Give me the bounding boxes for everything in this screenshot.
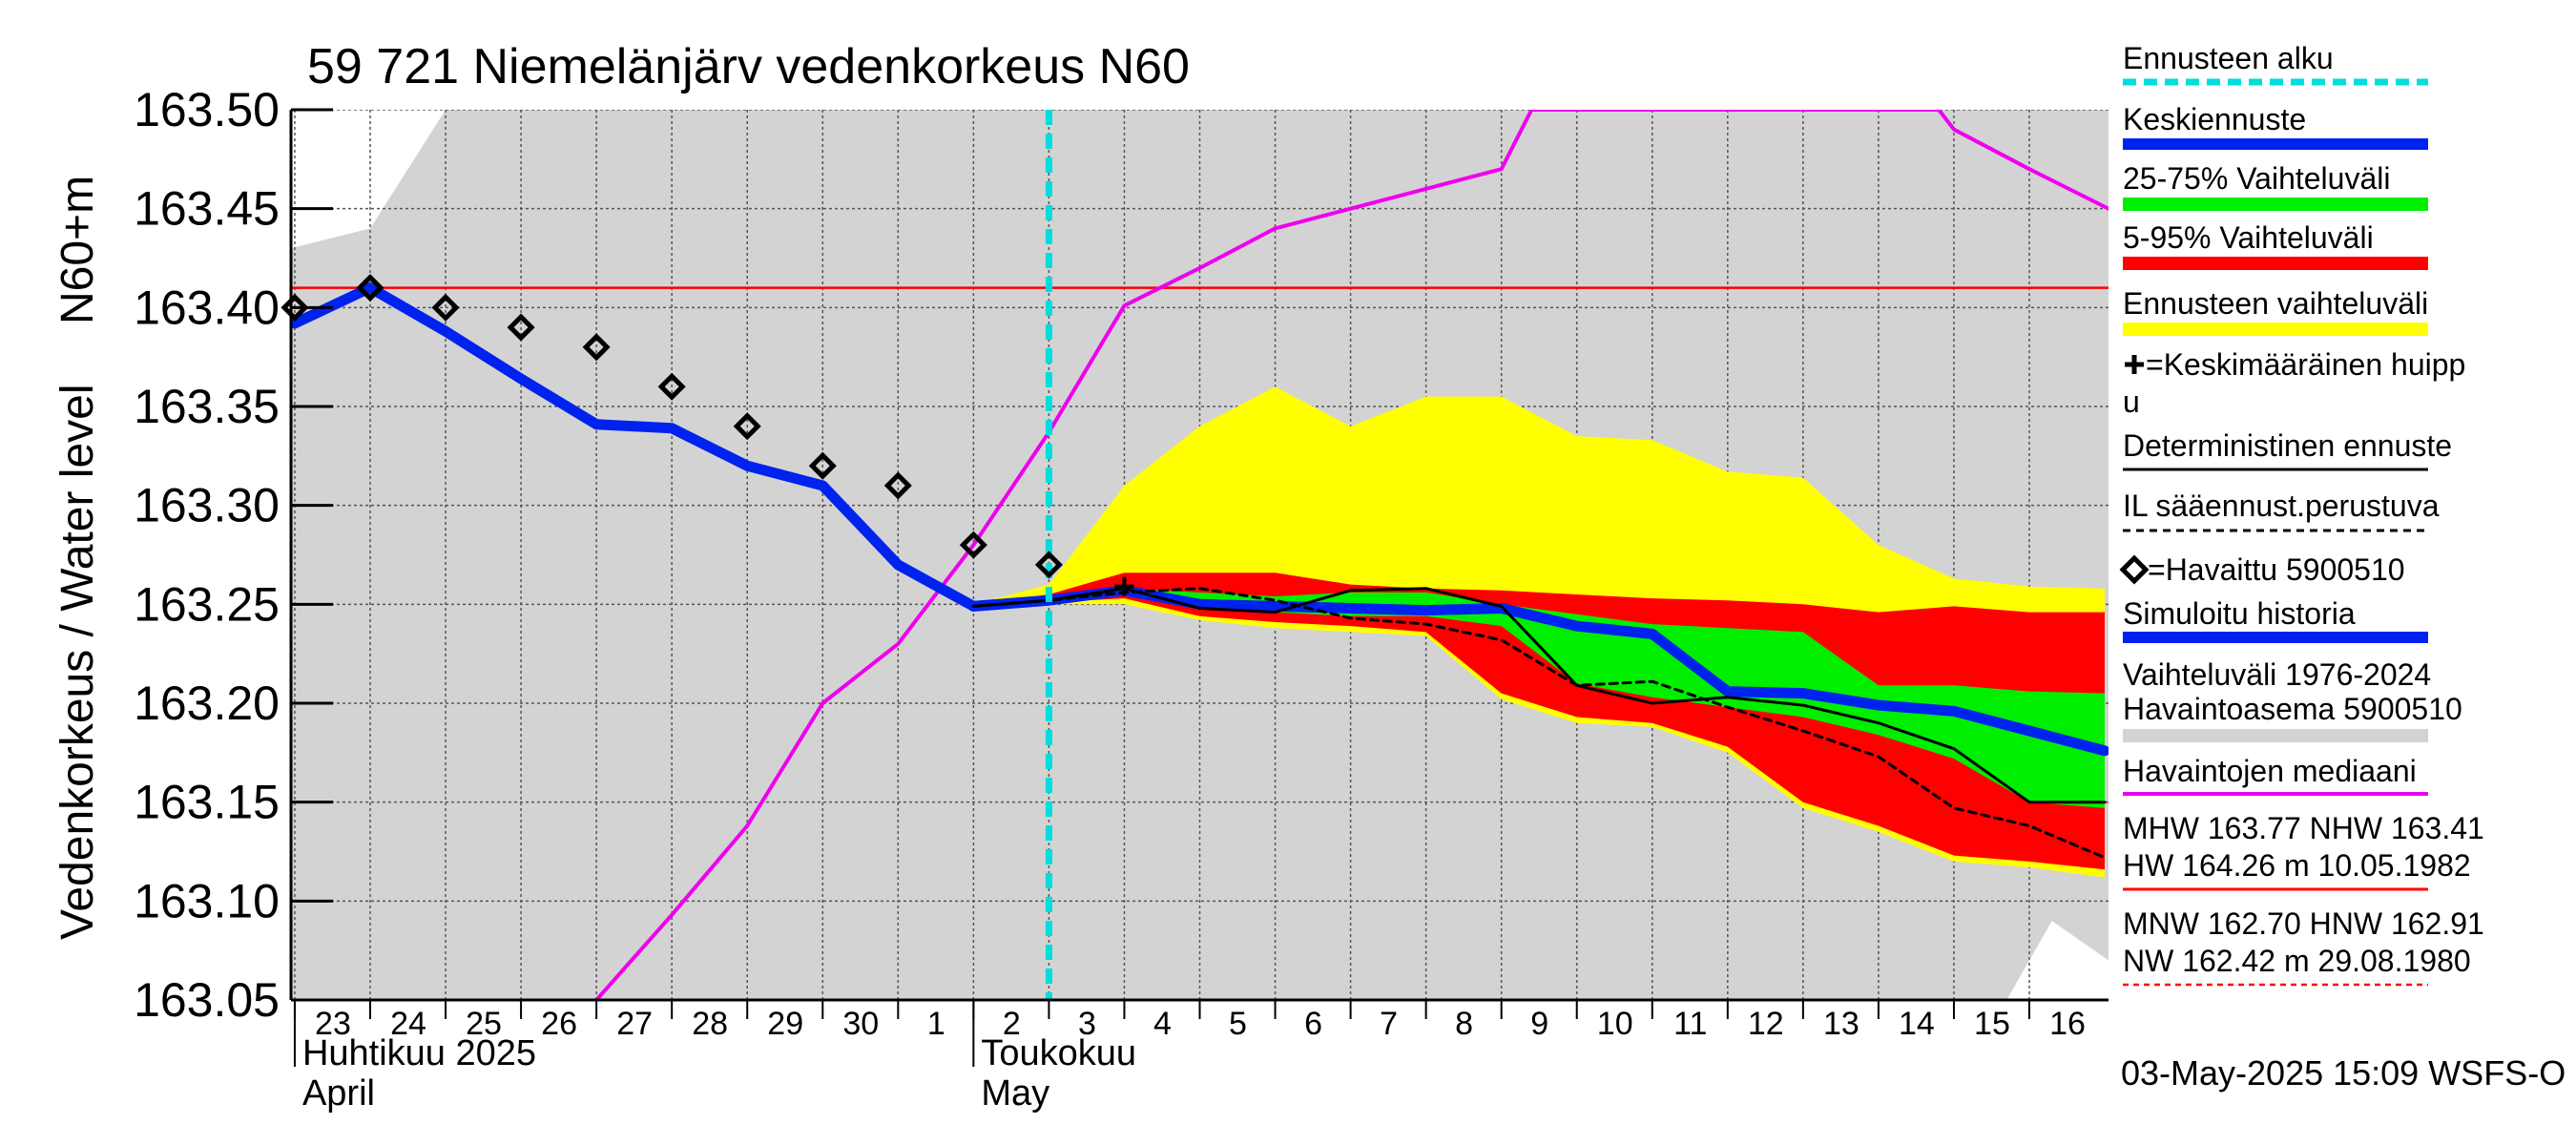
range-25-75-band (973, 588, 2105, 808)
plot-content (291, 110, 2109, 1000)
legend-history-range-swatch (2123, 729, 2428, 742)
legend-history-range-label: Vaihteluväli 1976-2024 (2123, 657, 2431, 692)
x-tick-label: 16 (2049, 1006, 2086, 1042)
observed-point (808, 451, 837, 480)
x-tick-label: 23 (315, 1006, 351, 1042)
legend-il-weather-label: IL sääennust.perustuva (2123, 489, 2440, 523)
x-tick-label: 29 (767, 1006, 803, 1042)
y-tick-label: 163.05 (134, 973, 280, 1027)
y-tick-label: 163.45 (134, 182, 280, 236)
x-tick-label: 2 (1003, 1006, 1021, 1042)
y-tick-label: 163.50 (134, 83, 280, 136)
x-tick-label: 30 (842, 1006, 879, 1042)
x-tick-label: 1 (927, 1006, 945, 1042)
x-tick-label: 24 (390, 1006, 426, 1042)
y-tick-label: 163.10 (134, 874, 280, 927)
legend-forecast-start-label: Ennusteen alku (2123, 41, 2334, 75)
x-tick-label: 7 (1380, 1006, 1398, 1042)
month-label-en: May (981, 1073, 1049, 1114)
x-tick-label: 26 (541, 1006, 577, 1042)
y-tick-label: 163.20 (134, 677, 280, 730)
il-weather-forecast-line (971, 587, 2107, 860)
legend-mean-peak-marker (2125, 355, 2144, 374)
y-tick-label: 163.40 (134, 281, 280, 334)
footer-timestamp: 03-May-2025 15:09 WSFS-O (2121, 1053, 2566, 1093)
x-tick-label: 6 (1304, 1006, 1322, 1042)
legend: Ennusteen alku Keskiennuste 25-75% Vaihtel… (2119, 41, 2484, 987)
legend-mean-peak-label-cont: u (2123, 385, 2140, 419)
y-tick-label: 163.35 (134, 380, 280, 433)
x-tick-label: 12 (1748, 1006, 1784, 1042)
x-tick-label: 27 (616, 1006, 653, 1042)
legend-mhw-label: MHW 163.77 NHW 163.41 (2123, 811, 2484, 845)
legend-25-75-swatch (2123, 198, 2428, 211)
observed-point (1034, 551, 1063, 579)
legend-nw-label: NW 162.42 m 29.08.1980 (2123, 944, 2471, 978)
legend-hw-label: HW 164.26 m 10.05.1982 (2123, 848, 2471, 883)
legend-mean-forecast-label: Keskiennuste (2123, 102, 2306, 136)
legend-simulated-label: Simuloitu historia (2123, 596, 2356, 631)
legend-25-75-label: 25-75% Vaihteluväli (2123, 161, 2390, 196)
observed-point (959, 531, 987, 559)
observed-point (431, 293, 460, 322)
median-line (594, 110, 2109, 1000)
plot-area (280, 110, 2109, 1000)
y-axis-unit-label: N60+m (52, 176, 103, 324)
y-tick-label: 163.15 (134, 776, 280, 829)
x-tick-label: 3 (1078, 1006, 1096, 1042)
y-tick-label: 163.25 (134, 577, 280, 631)
y-axis-label: Vedenkorkeus / Water level (52, 384, 103, 940)
legend-forecast-range-swatch (2123, 323, 2428, 336)
legend-mnw-label: MNW 162.70 HNW 162.91 (2123, 906, 2484, 941)
x-tick-label: 9 (1530, 1006, 1548, 1042)
x-tick-label: 28 (692, 1006, 728, 1042)
month-label-en: April (302, 1073, 375, 1114)
legend-history-range-label-cont: Havaintoasema 5900510 (2123, 692, 2462, 726)
simulated-history-line (291, 282, 1054, 612)
month-label-fi: Toukokuu (981, 1033, 1136, 1073)
observed-point (356, 274, 384, 302)
x-tick-label: 10 (1597, 1006, 1633, 1042)
x-tick-label: 15 (1974, 1006, 2010, 1042)
legend-deterministic-label: Deterministinen ennuste (2123, 428, 2452, 463)
x-tick-label: 11 (1673, 1006, 1707, 1042)
observed-point (657, 372, 686, 401)
deterministic-forecast-line (971, 587, 2107, 804)
observed-point (582, 333, 611, 362)
legend-mean-peak-label: =Keskimääräinen huipp (2146, 347, 2465, 382)
observed-point (883, 471, 912, 500)
y-tick-label: 163.30 (134, 479, 280, 532)
legend-forecast-range-label: Ennusteen vaihteluväli (2123, 286, 2428, 321)
legend-5-95-label: 5-95% Vaihteluväli (2123, 220, 2374, 255)
legend-mean-forecast-swatch (2123, 138, 2428, 150)
legend-simulated-swatch (2123, 632, 2428, 643)
observed-point (733, 412, 761, 441)
x-tick-label: 25 (466, 1006, 502, 1042)
legend-observed-label: =Havaittu 5900510 (2148, 552, 2405, 587)
x-tick-label: 5 (1229, 1006, 1247, 1042)
mean-peak-marker (1114, 576, 1134, 596)
month-label-fi: Huhtikuu 2025 (302, 1033, 536, 1073)
x-tick-label: 4 (1153, 1006, 1172, 1042)
x-tick-label: 14 (1899, 1006, 1935, 1042)
observed-point (280, 293, 309, 322)
x-tick-label: 13 (1823, 1006, 1859, 1042)
observed-point (507, 313, 535, 342)
legend-median-label: Havaintojen mediaani (2123, 754, 2417, 788)
chart-title: 59 721 Niemelänjärv vedenkorkeus N60 (307, 39, 1190, 94)
legend-5-95-swatch (2123, 257, 2428, 270)
axes: 163.50 163.45 163.40 163.35 163.30 163.25 163.… (134, 83, 2109, 1114)
legend-observed-marker (2119, 554, 2150, 585)
x-tick-label: 8 (1455, 1006, 1473, 1042)
